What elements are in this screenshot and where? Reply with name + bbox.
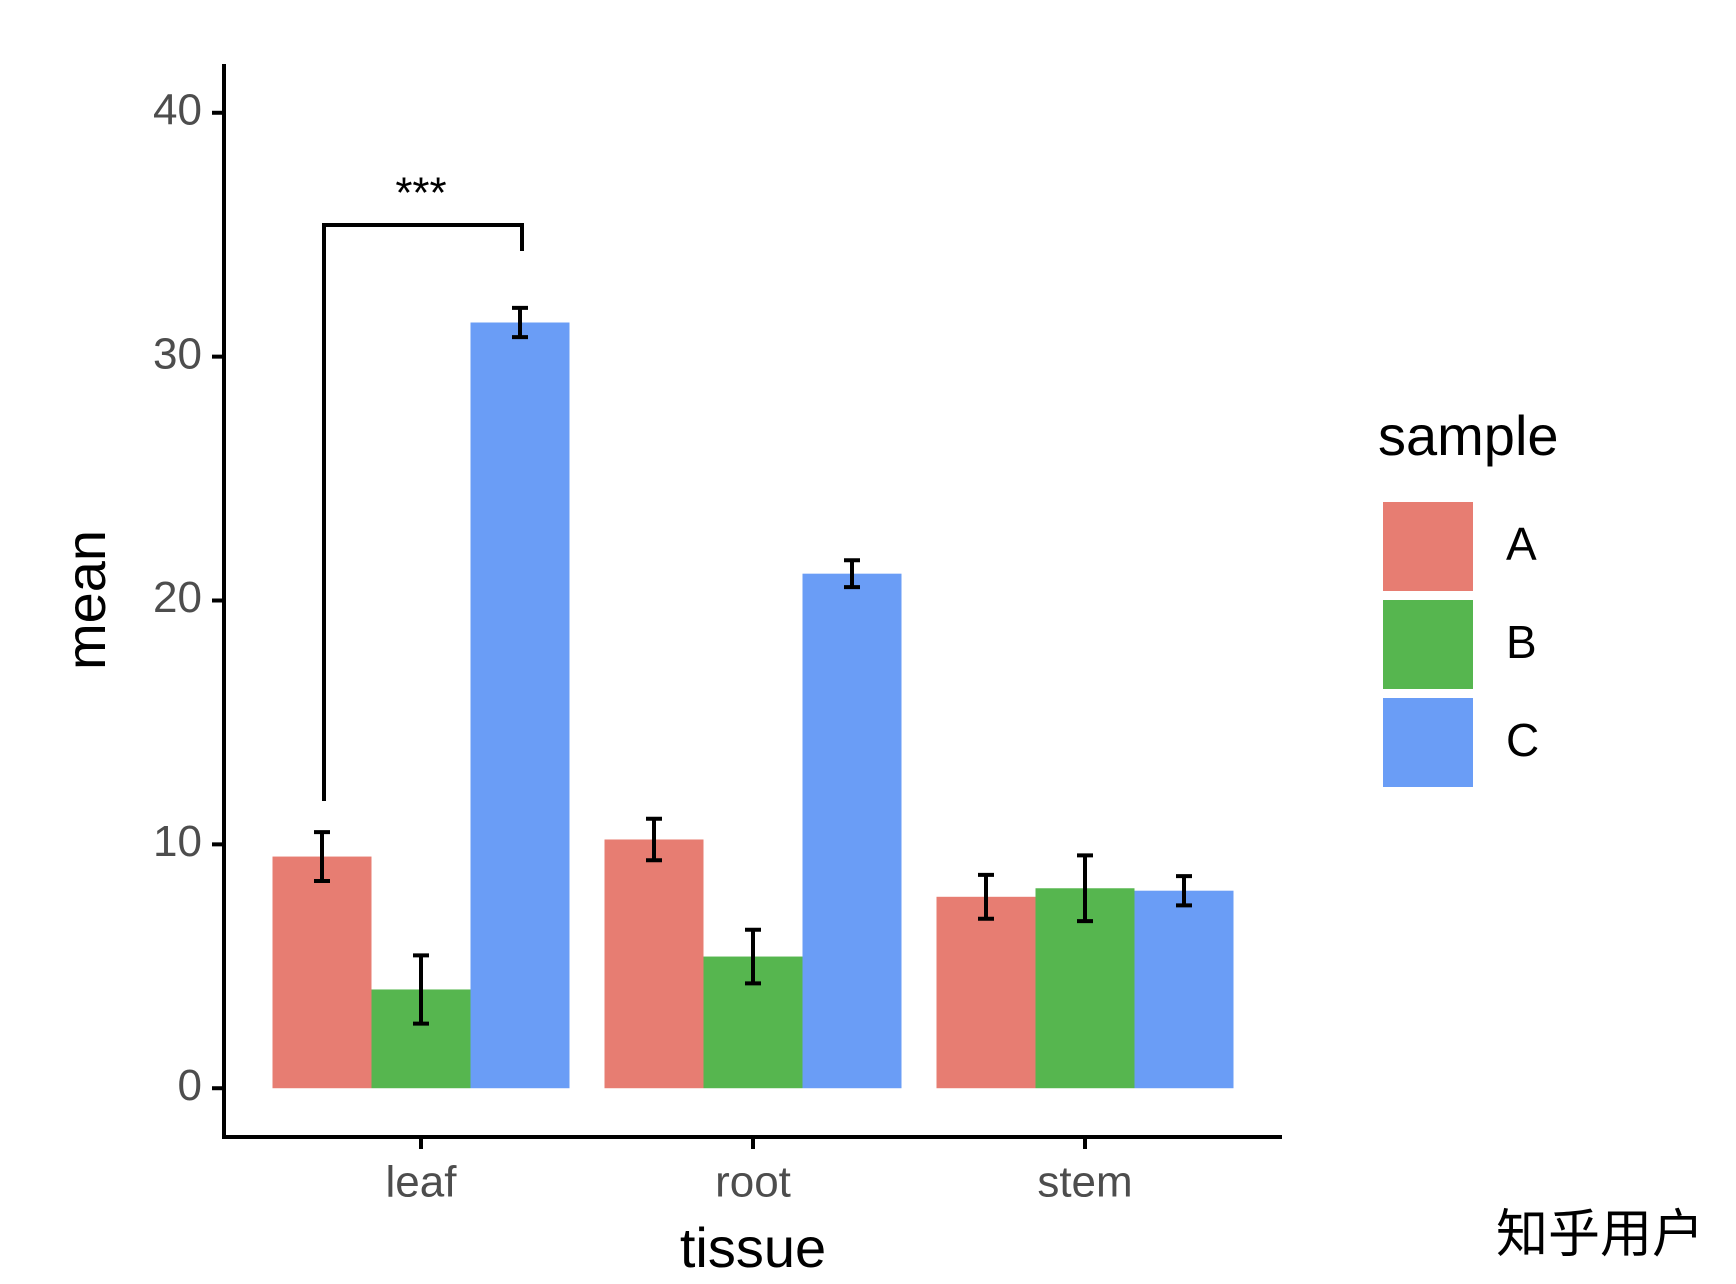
error-bar [1176, 874, 1192, 908]
error-bar [844, 558, 860, 590]
y-tick-label: 20 [153, 573, 202, 622]
legend-key [1383, 502, 1473, 591]
y-tick-label: 40 [153, 85, 202, 134]
bar [470, 322, 570, 1089]
y-tick-label: 0 [178, 1061, 202, 1110]
y-axis-title: mean [54, 530, 117, 670]
watermark: 知乎用户 [1496, 1205, 1704, 1265]
error-bar [413, 953, 429, 1026]
bar [936, 896, 1036, 1089]
x-tick-label: leaf [386, 1158, 458, 1207]
legend-key [1383, 600, 1473, 689]
error-bar [512, 305, 528, 340]
legend-label: B [1506, 616, 1537, 668]
legend-key [1383, 698, 1473, 787]
significance-label: *** [395, 169, 446, 218]
y-tick-label: 10 [153, 817, 202, 866]
y-tick-label: 30 [153, 329, 202, 378]
x-tick-label: stem [1037, 1158, 1132, 1207]
significance-bracket [322, 223, 524, 801]
error-bar [1077, 853, 1093, 924]
error-bar [314, 830, 330, 883]
bar [604, 839, 704, 1089]
x-tick-label: root [715, 1158, 791, 1207]
error-bar [978, 872, 994, 921]
legend-title: sample [1378, 404, 1559, 467]
bar [802, 573, 902, 1089]
error-bar [745, 927, 761, 986]
error-bar [646, 816, 662, 863]
legend-label: C [1506, 714, 1539, 766]
legend-label: A [1506, 518, 1537, 570]
x-axis-title: tissue [680, 1216, 826, 1279]
bar [272, 856, 372, 1089]
bar [1134, 890, 1234, 1089]
